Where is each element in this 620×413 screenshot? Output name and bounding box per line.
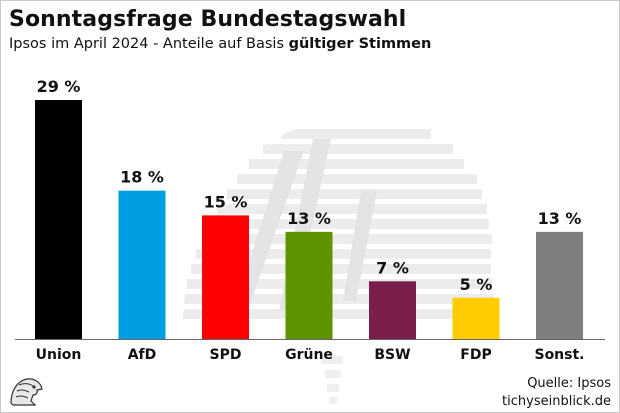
chart-subtitle: Ipsos im April 2024 - Anteile auf Basis …: [9, 36, 431, 52]
source-note: Quelle: Ipsos tichyseinblick.de: [502, 375, 611, 411]
value-label-0: 29 %: [37, 77, 81, 96]
source-text: Quelle: Ipsos: [527, 376, 611, 391]
bar-2: [202, 215, 249, 339]
bar-6: [536, 231, 583, 339]
category-label-5: FDP: [460, 347, 491, 363]
subtitle-prefix: Ipsos im April 2024 - Anteile auf Basis: [9, 36, 289, 52]
category-label-0: Union: [36, 347, 82, 363]
value-label-2: 15 %: [204, 192, 248, 211]
value-label-4: 7 %: [376, 258, 409, 277]
bar-0: [35, 100, 82, 339]
category-label-6: Sonst.: [534, 347, 584, 363]
category-label-1: AfD: [128, 347, 157, 363]
bar-5: [452, 297, 500, 339]
category-label-4: BSW: [374, 347, 410, 363]
value-label-6: 13 %: [538, 209, 582, 228]
category-label-3: Grüne: [285, 347, 333, 363]
eagle-head-icon: [10, 378, 43, 406]
category-label-2: SPD: [210, 347, 242, 363]
bar-3: [285, 231, 333, 339]
subtitle-bold: gültiger Stimmen: [288, 36, 432, 52]
chart-title: Sonntagsfrage Bundestagswahl: [9, 7, 407, 32]
bar-1: [118, 190, 166, 339]
value-label-1: 18 %: [120, 168, 164, 187]
bar-4: [369, 281, 416, 339]
site-name: tichyseinblick.de: [502, 394, 611, 409]
value-label-5: 5 %: [460, 275, 493, 294]
value-label-3: 13 %: [287, 209, 331, 228]
